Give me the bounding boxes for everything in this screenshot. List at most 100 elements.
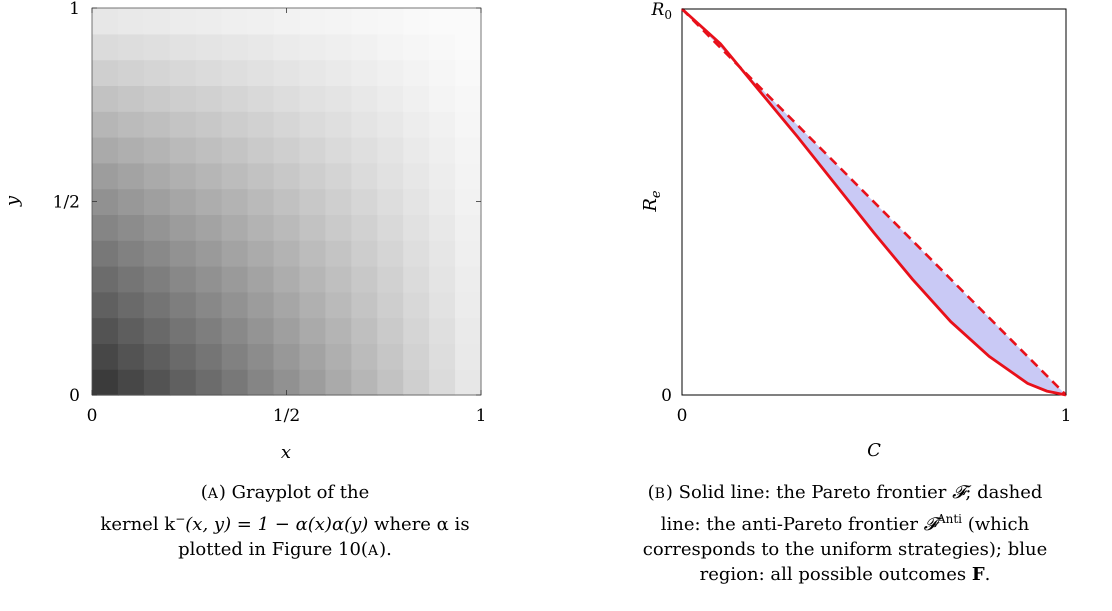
heatmap-cell [221,162,249,190]
heatmap-cell [325,266,352,293]
heatmap-cell [143,137,171,164]
heatmap-cell [403,85,430,112]
heatmap-cell [143,343,171,370]
heatmap-cell [325,369,352,396]
pareto-xlabel: C [867,440,881,461]
heatmap-cell [169,343,197,370]
heatmap-cell [273,214,301,241]
heatmap-cell [299,8,326,35]
heatmap-cell [377,317,404,344]
heatmap-cell [429,369,456,396]
heatmap-cell [143,369,171,396]
heatmap-cell [299,111,326,138]
heatmap-cell [403,240,430,267]
heatmap-cell [247,214,275,241]
caption-b-line1: (B) Solid line: the Pareto frontier 𝓕; d… [647,482,1043,503]
heatmap-cell [429,214,456,241]
heatmap-cell [117,369,145,396]
heatmap-cell [247,240,275,267]
heatmap-cell [92,317,119,344]
heatmap-cell [403,162,430,190]
heatmap-cell [325,317,352,344]
heatmap-cell [273,266,301,293]
heatmap-cell [221,240,249,267]
heatmap-cell [169,369,197,396]
heatmap-cell [247,317,275,344]
heatmap-cell [221,188,249,215]
heatmap-cell [117,266,145,293]
heatmap-cell [429,240,456,267]
heatmap-cell [247,137,275,164]
heatmap-ticks: 0 1/2 1 0 1/2 1 [53,0,487,426]
heatmap-cell [247,85,275,112]
heatmap-cell [195,137,223,164]
heatmap-cell [429,162,456,190]
heatmap-cell [455,85,482,112]
heatmap-cell [455,343,482,370]
caption-a-line2: kernel k−(x, y) = 1 − α(x)α(y) where α i… [100,512,470,535]
heatmap-cell [247,369,275,396]
heatmap-cell [221,317,249,344]
heatmap-cell [117,137,145,164]
heatmap-cell [403,188,430,215]
heatmap-cell [351,343,378,370]
heatmap-cell [92,162,119,190]
heatmap-cell [273,162,301,190]
heatmap-cell [455,266,482,293]
pareto-xtick-label: 1 [1061,406,1072,426]
heatmap-cell [247,291,275,319]
heatmap-cell [377,240,404,267]
heatmap-cell [429,111,456,138]
heatmap-cell [351,317,378,344]
heatmap-cell [273,85,301,112]
heatmap-cell [117,343,145,370]
heatmap-cell [429,33,456,61]
heatmap-cell [455,240,482,267]
heatmap-cell [117,162,145,190]
heatmap-cell [325,111,352,138]
heatmap-cell [403,369,430,396]
heatmap-cell [221,137,249,164]
heatmap-cell [143,85,171,112]
heatmap-cell [117,59,145,86]
heatmap-cell [351,137,378,164]
heatmap-cell [221,266,249,293]
heatmap-cell [377,85,404,112]
heatmap-cell [117,188,145,215]
heatmap-cell [377,291,404,319]
heatmap-cell [247,162,275,190]
heatmap-ytick-label: 1/2 [53,193,80,213]
heatmap-cell [429,317,456,344]
heatmap-cell [377,369,404,396]
heatmap-cell [325,59,352,86]
heatmap-cell [351,214,378,241]
heatmap-cell [247,8,275,35]
heatmap-cell [429,343,456,370]
heatmap-cell [92,137,119,164]
heatmap-cell [455,59,482,86]
heatmap-cell [169,188,197,215]
heatmap-cell [325,85,352,112]
heatmap-cell [351,85,378,112]
caption-b-line3: corresponds to the uniform strategies); … [642,539,1048,560]
heatmap-cell [351,111,378,138]
heatmap-cell [169,214,197,241]
pareto-ytick-label: 0 [661,386,672,406]
heatmap-cell [455,33,482,61]
heatmap-cell [195,266,223,293]
heatmap-cell [195,188,223,215]
heatmap-cell [377,137,404,164]
heatmap-cell [169,111,197,138]
pareto-xtick-label: 0 [677,406,688,426]
heatmap-cell [195,59,223,86]
heatmap-cell [169,240,197,267]
heatmap-cell [351,291,378,319]
heatmap-cell [195,317,223,344]
heatmap-cell [377,8,404,35]
heatmap-cell [455,8,482,35]
heatmap-cell [299,369,326,396]
heatmap-cell [92,214,119,241]
heatmap-cell [351,188,378,215]
caption-b-line2: line: the anti-Pareto frontier 𝓕Anti (wh… [660,512,1030,535]
heatmap-cell [117,8,145,35]
